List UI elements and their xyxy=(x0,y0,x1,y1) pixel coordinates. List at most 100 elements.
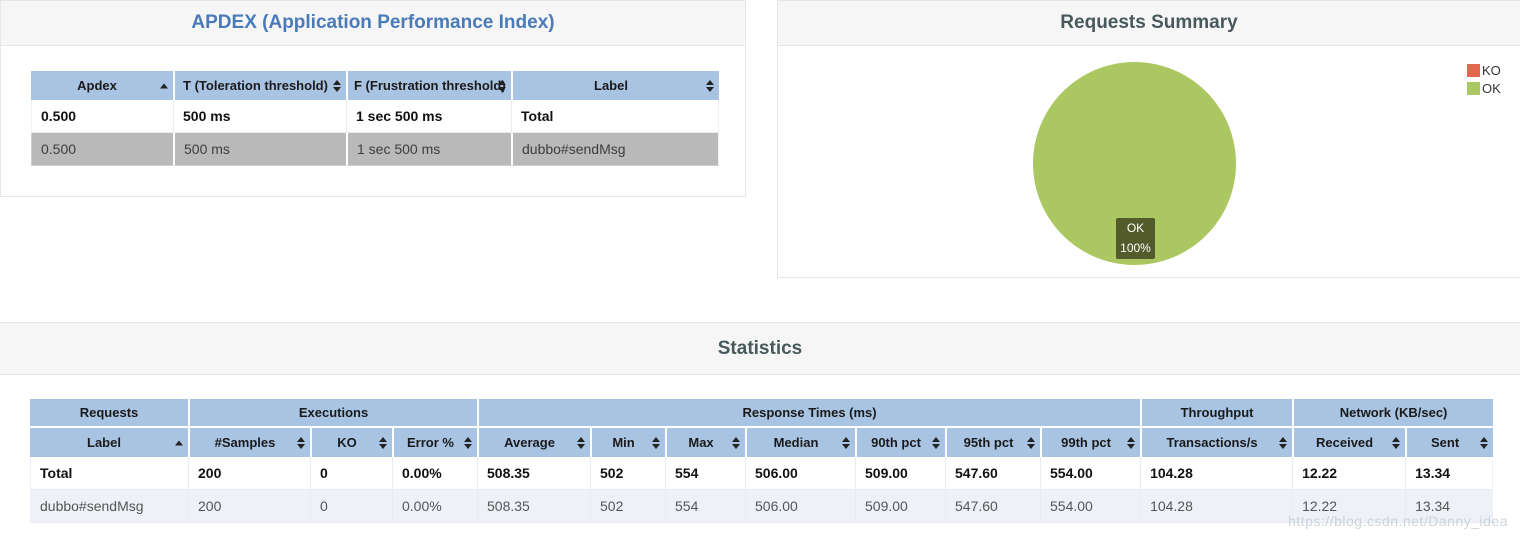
stats-col-header-max[interactable]: Max xyxy=(665,428,746,457)
stats-col-header-sent[interactable]: Sent xyxy=(1405,428,1494,457)
watermark-text: https://blog.csdn.net/Danny_idea xyxy=(1288,513,1508,529)
stats-cell: 12.22 xyxy=(1292,490,1406,523)
stats-cell: 554 xyxy=(665,457,746,490)
stats-cell: 0.00% xyxy=(392,457,478,490)
pie-legend: KO OK xyxy=(1467,63,1501,96)
apdex-row-dubbo-sendmsg: 0.500 500 ms 1 sec 500 ms dubbo#sendMsg xyxy=(31,133,719,166)
sort-icon xyxy=(932,436,941,449)
stats-col-header-90th-pct[interactable]: 90th pct xyxy=(855,428,946,457)
sort-icon xyxy=(1480,436,1489,449)
requests-summary-title: Requests Summary xyxy=(1060,12,1238,33)
pie-tooltip-label: OK xyxy=(1126,221,1145,236)
apdex-cell: 0.500 xyxy=(31,100,173,133)
requests-summary-panel: Requests Summary OK 100% KO OK xyxy=(777,0,1520,278)
stats-group-response-times: Response Times (ms) xyxy=(477,399,1141,428)
stats-cell: 509.00 xyxy=(855,457,946,490)
stats-col-header-label[interactable]: Label xyxy=(30,428,188,457)
sort-icon xyxy=(498,79,506,92)
stats-cell: 547.60 xyxy=(945,490,1041,523)
sort-icon xyxy=(1027,436,1036,449)
stats-cell: 554.00 xyxy=(1040,490,1141,523)
stats-cell: 104.28 xyxy=(1140,490,1293,523)
legend-label-ko: KO xyxy=(1482,63,1501,78)
stats-cell: 0 xyxy=(310,490,392,523)
stats-col-header-received[interactable]: Received xyxy=(1292,428,1406,457)
sort-ascending-icon xyxy=(175,440,183,445)
sort-icon xyxy=(1127,436,1136,449)
stats-col-header-ko[interactable]: KO xyxy=(310,428,392,457)
sort-icon xyxy=(1279,436,1288,449)
sort-icon xyxy=(333,79,341,92)
stats-cell: 104.28 xyxy=(1140,457,1293,490)
sort-ascending-icon xyxy=(160,83,168,88)
stats-group-requests: Requests xyxy=(30,399,188,428)
stats-cell: 0.00% xyxy=(392,490,478,523)
stats-col-header-min[interactable]: Min xyxy=(590,428,666,457)
stats-cell: 12.22 xyxy=(1292,457,1406,490)
stats-group-network: Network (KB/sec) xyxy=(1292,399,1494,428)
pie-tooltip-percent: 100% xyxy=(1120,240,1151,255)
stats-cell: 554 xyxy=(665,490,746,523)
sort-icon xyxy=(732,436,741,449)
sort-icon xyxy=(577,436,586,449)
stats-cell: Total xyxy=(30,457,188,490)
sort-icon xyxy=(706,79,714,92)
stats-cell: 506.00 xyxy=(745,490,856,523)
sort-icon xyxy=(652,436,661,449)
sort-icon xyxy=(1392,436,1401,449)
stats-cell: 200 xyxy=(188,490,310,523)
stats-cell: 0 xyxy=(310,457,392,490)
apdex-col-header-label[interactable]: Label xyxy=(511,71,719,100)
stats-group-executions: Executions xyxy=(188,399,478,428)
sort-icon xyxy=(842,436,851,449)
stats-cell: 554.00 xyxy=(1040,457,1141,490)
stats-cell: dubbo#sendMsg xyxy=(30,490,188,523)
statistics-title: Statistics xyxy=(717,337,803,359)
stats-cell: 13.34 xyxy=(1405,457,1494,490)
stats-col-header-99th-pct[interactable]: 99th pct xyxy=(1040,428,1141,457)
apdex-cell: Total xyxy=(511,100,719,133)
apdex-col-header-frustration[interactable]: F (Frustration threshold) xyxy=(346,71,511,100)
stats-row-total: Total 200 0 0.00% 508.35 502 554 506.00 … xyxy=(30,457,1494,490)
stats-col-header-error-pct[interactable]: Error % xyxy=(392,428,478,457)
stats-col-header-average[interactable]: Average xyxy=(477,428,591,457)
statistics-heading-bar: Statistics xyxy=(0,322,1520,375)
stats-cell: 506.00 xyxy=(745,457,856,490)
apdex-table: Apdex T (Toleration threshold) F (Frustr… xyxy=(31,71,719,166)
stats-cell: 502 xyxy=(590,457,666,490)
sort-icon xyxy=(464,436,473,449)
stats-col-header-transactions[interactable]: Transactions/s xyxy=(1140,428,1293,457)
apdex-cell: 500 ms xyxy=(173,133,346,166)
apdex-title: APDEX (Application Performance Index) xyxy=(191,12,555,33)
statistics-table: Requests Executions Response Times (ms) … xyxy=(30,399,1494,523)
apdex-row-total: 0.500 500 ms 1 sec 500 ms Total xyxy=(31,100,719,133)
stats-cell: 13.34 xyxy=(1405,490,1494,523)
legend-swatch-ok xyxy=(1467,82,1480,95)
apdex-panel: APDEX (Application Performance Index) Ap… xyxy=(0,0,746,197)
stats-cell: 508.35 xyxy=(477,457,591,490)
sort-icon xyxy=(297,436,305,449)
legend-item-ko[interactable]: KO xyxy=(1467,63,1501,78)
apdex-cell: 0.500 xyxy=(31,133,173,166)
pie-tooltip: OK 100% xyxy=(1116,218,1155,259)
stats-col-header-95th-pct[interactable]: 95th pct xyxy=(945,428,1041,457)
legend-label-ok: OK xyxy=(1482,81,1501,96)
apdex-cell: dubbo#sendMsg xyxy=(511,133,719,166)
apdex-col-header-toleration[interactable]: T (Toleration threshold) xyxy=(173,71,346,100)
requests-summary-heading: Requests Summary xyxy=(778,1,1520,46)
stats-col-header-median[interactable]: Median xyxy=(745,428,856,457)
legend-item-ok[interactable]: OK xyxy=(1467,81,1501,96)
stats-row-dubbo-sendmsg: dubbo#sendMsg 200 0 0.00% 508.35 502 554… xyxy=(30,490,1494,523)
legend-swatch-ko xyxy=(1467,64,1480,77)
apdex-panel-heading: APDEX (Application Performance Index) xyxy=(1,1,745,46)
apdex-cell: 1 sec 500 ms xyxy=(346,100,511,133)
apdex-cell: 500 ms xyxy=(173,100,346,133)
apdex-col-header-apdex[interactable]: Apdex xyxy=(31,71,173,100)
stats-cell: 200 xyxy=(188,457,310,490)
stats-cell: 547.60 xyxy=(945,457,1041,490)
stats-col-header-samples[interactable]: #Samples xyxy=(188,428,310,457)
stats-cell: 508.35 xyxy=(477,490,591,523)
stats-group-throughput: Throughput xyxy=(1140,399,1293,428)
stats-cell: 502 xyxy=(590,490,666,523)
